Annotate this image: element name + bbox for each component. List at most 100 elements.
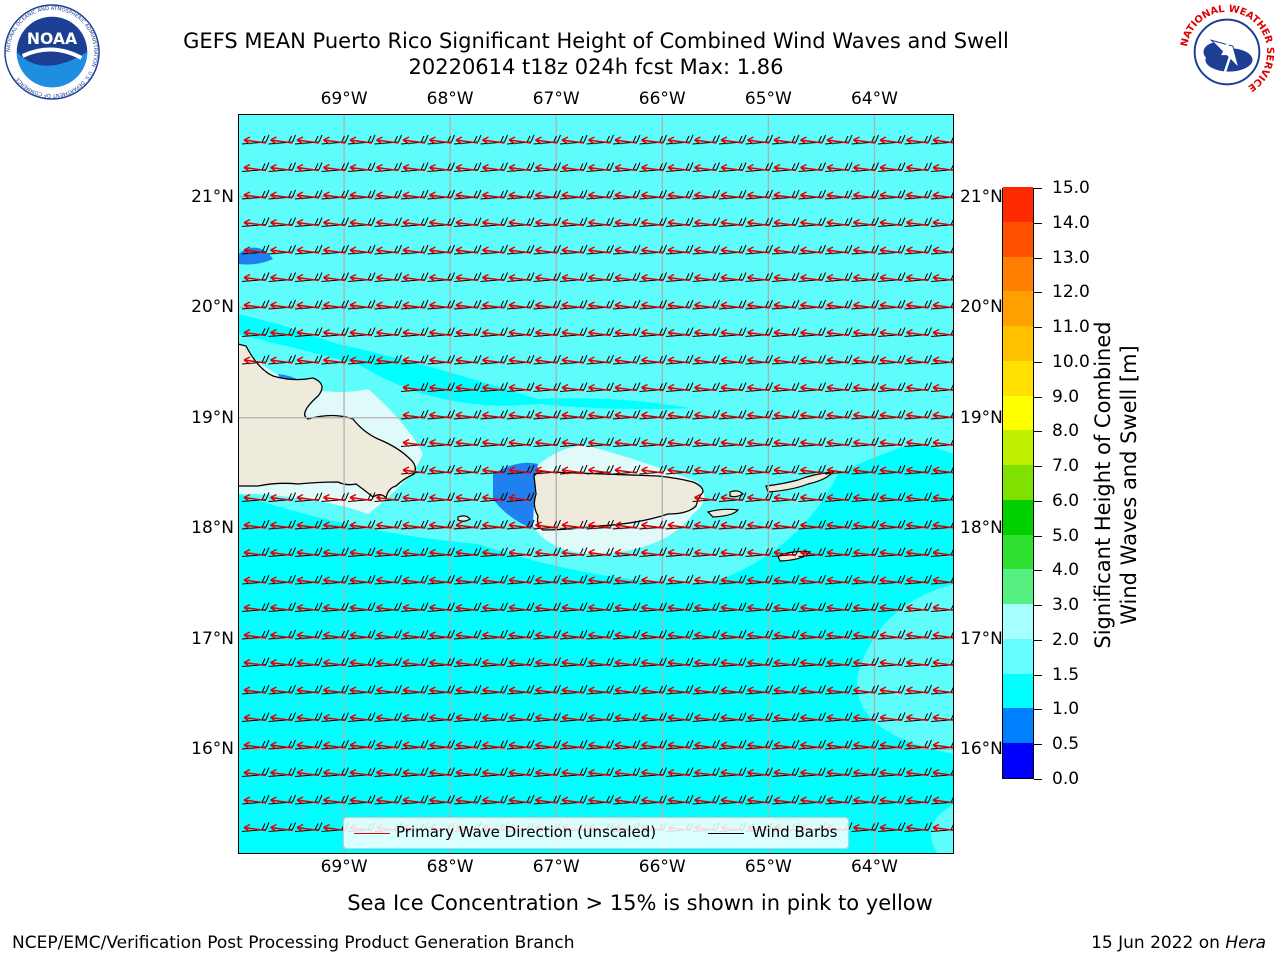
wave-direction-arrow xyxy=(429,438,452,448)
wave-direction-arrow xyxy=(906,713,929,723)
wave-direction-arrow xyxy=(932,163,954,173)
wave-direction-arrow xyxy=(879,383,903,393)
wave-direction-arrow xyxy=(800,383,823,393)
wave-direction-arrow xyxy=(270,603,293,613)
lon-tick-label: 64°W xyxy=(850,89,898,109)
wave-direction-arrow xyxy=(747,686,770,695)
wave-direction-arrow xyxy=(906,741,929,750)
wave-direction-arrow xyxy=(349,163,373,173)
colorbar-tick xyxy=(1034,674,1042,676)
lon-tick-label: 65°W xyxy=(744,857,792,877)
wave-direction-arrow xyxy=(879,686,903,695)
wave-direction-arrow xyxy=(535,191,558,200)
wave-direction-arrow xyxy=(429,273,452,283)
wave-direction-arrow xyxy=(323,218,346,228)
wave-direction-arrow xyxy=(826,796,850,805)
wave-direction-arrow xyxy=(800,356,823,365)
colorbar-segment xyxy=(1003,256,1033,292)
wave-direction-arrow xyxy=(879,576,903,585)
wave-direction-arrow xyxy=(402,356,426,365)
wave-direction-arrow xyxy=(561,548,585,558)
wave-direction-arrow xyxy=(853,713,876,723)
colorbar-tick-label: 6.0 xyxy=(1052,490,1080,511)
wave-direction-arrow xyxy=(243,823,267,833)
wave-direction-arrow xyxy=(800,631,823,640)
wave-direction-arrow xyxy=(932,548,954,558)
wave-direction-arrow xyxy=(429,383,452,393)
wave-direction-arrow xyxy=(906,246,929,255)
wave-direction-arrow xyxy=(455,163,479,173)
wave-direction-arrow xyxy=(853,823,876,833)
wave-direction-arrow xyxy=(906,686,929,695)
wave-direction-arrow xyxy=(270,301,293,310)
wave-direction-arrow xyxy=(296,521,320,530)
wave-direction-arrow xyxy=(588,686,611,695)
wave-direction-arrow xyxy=(535,548,558,558)
colorbar-tick-label: 13.0 xyxy=(1052,247,1090,268)
wave-direction-arrow xyxy=(932,136,954,145)
wave-direction-arrow xyxy=(694,191,717,200)
wave-direction-arrow xyxy=(482,548,505,558)
wave-direction-arrow xyxy=(773,163,797,173)
wave-direction-arrow xyxy=(906,603,929,613)
wave-direction-arrow xyxy=(826,301,850,310)
wave-direction-arrow xyxy=(561,686,585,695)
wave-direction-arrow xyxy=(296,301,320,310)
wave-direction-arrow xyxy=(667,713,691,723)
wave-direction-arrow xyxy=(296,686,320,695)
wave-direction-arrow xyxy=(243,768,267,778)
wave-direction-arrow xyxy=(376,768,399,778)
wave-direction-arrow xyxy=(614,521,638,530)
wave-direction-arrow xyxy=(826,136,850,145)
wave-direction-arrow xyxy=(455,631,479,640)
colorbar-segment xyxy=(1003,464,1033,500)
hispaniola-land xyxy=(238,343,416,500)
wave-direction-arrow xyxy=(508,411,532,420)
wave-direction-arrow xyxy=(747,246,770,255)
wave-direction-arrow xyxy=(429,686,452,695)
wave-direction-arrow xyxy=(641,438,664,448)
wave-direction-arrow xyxy=(641,658,664,668)
wave-direction-arrow xyxy=(323,493,346,503)
wave-direction-arrow xyxy=(323,631,346,640)
wave-direction-arrow xyxy=(535,796,558,805)
wave-direction-arrow xyxy=(429,741,452,750)
wave-direction-arrow xyxy=(773,548,797,558)
wave-direction-arrow xyxy=(773,796,797,805)
wave-direction-arrow xyxy=(773,191,797,200)
wave-direction-arrow xyxy=(800,273,823,283)
wave-direction-arrow xyxy=(906,466,929,475)
colorbar-tick xyxy=(1034,744,1042,746)
colorbar-title-line2: Wind Waves and Swell [m] xyxy=(1117,345,1141,625)
wave-direction-arrow xyxy=(376,521,399,530)
wave-direction-arrow xyxy=(243,658,267,668)
wave-direction-arrow xyxy=(588,246,611,255)
wave-direction-arrow xyxy=(694,356,717,365)
wave-direction-arrow xyxy=(641,246,664,255)
lat-tick-label: 17°N xyxy=(191,628,234,649)
wave-direction-arrow xyxy=(879,521,903,530)
wave-direction-arrow xyxy=(455,438,479,448)
wave-direction-arrow xyxy=(402,713,426,723)
wave-direction-arrow xyxy=(376,741,399,750)
wave-direction-arrow xyxy=(747,603,770,613)
wave-direction-arrow xyxy=(906,191,929,200)
wave-direction-arrow xyxy=(296,356,320,365)
wave-direction-arrow xyxy=(667,686,691,695)
wave-direction-arrow xyxy=(376,136,399,145)
lon-tick-label: 64°W xyxy=(850,857,898,877)
wave-direction-arrow xyxy=(323,521,346,530)
wave-direction-arrow xyxy=(376,658,399,668)
wave-direction-arrow xyxy=(906,163,929,173)
wave-direction-arrow xyxy=(932,383,954,393)
wave-direction-arrow xyxy=(561,356,585,365)
run-date-text: 15 Jun 2022 on xyxy=(1091,933,1226,953)
wave-direction-arrow xyxy=(535,521,558,530)
wave-direction-arrow xyxy=(667,796,691,805)
wave-direction-arrow xyxy=(270,328,293,338)
wave-direction-arrow xyxy=(720,301,744,310)
wave-direction-arrow xyxy=(535,136,558,145)
wave-direction-arrow xyxy=(800,466,823,475)
colorbar-tick xyxy=(1034,709,1042,711)
wave-direction-arrow xyxy=(561,411,585,420)
